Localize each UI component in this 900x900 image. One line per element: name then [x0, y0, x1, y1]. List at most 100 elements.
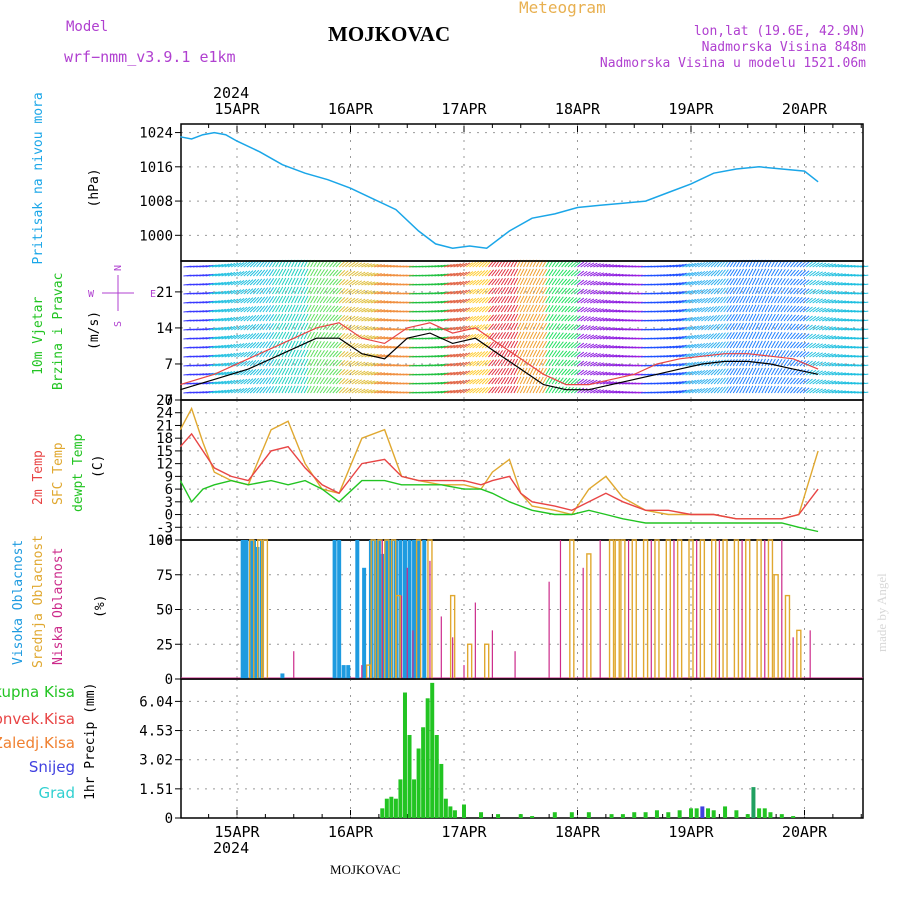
- wind-barb: [529, 322, 534, 331]
- wind-barb: [774, 331, 780, 340]
- wind-barb: [821, 361, 830, 367]
- precip-bar: [694, 808, 699, 818]
- wind-barb: [806, 279, 813, 286]
- wind-barb: [532, 322, 538, 331]
- wind-barb: [348, 387, 356, 394]
- wind-barb: [701, 288, 709, 295]
- wind-barb: [732, 286, 738, 295]
- wind-barb: [450, 371, 458, 376]
- wind-barb: [821, 289, 830, 295]
- wind-barb: [519, 331, 525, 340]
- wind-barb: [338, 297, 346, 304]
- wind-barb: [564, 296, 571, 304]
- wind-barb: [319, 368, 325, 376]
- wind-barb: [313, 304, 319, 313]
- wind-barb: [841, 264, 850, 268]
- wind-barb: [224, 281, 233, 286]
- wind-barb: [612, 354, 621, 358]
- wind-barb: [841, 309, 850, 313]
- precip-bar: [609, 814, 614, 818]
- wind-barb: [472, 360, 480, 367]
- wind-barb: [335, 359, 342, 367]
- wind-barb: [761, 286, 766, 295]
- wind-barb: [205, 273, 214, 277]
- wind-barb: [281, 295, 287, 304]
- wind-barb: [459, 388, 468, 394]
- wind-barb: [271, 286, 278, 295]
- wind-barb: [367, 299, 376, 304]
- wind-barb: [262, 368, 269, 376]
- wind-barb: [246, 288, 254, 295]
- wind-barb: [234, 271, 242, 277]
- wind-barb: [230, 352, 239, 358]
- wind-barb: [243, 351, 251, 358]
- wind-barb: [249, 360, 257, 367]
- wind-barb: [844, 264, 853, 268]
- wind-barb: [755, 385, 760, 394]
- wind-barb: [821, 325, 830, 331]
- cloud-bar-high: [384, 540, 389, 679]
- wind-barb: [825, 335, 833, 340]
- wind-barb: [275, 340, 281, 349]
- wind-barb: [497, 377, 503, 385]
- wind-barb: [745, 367, 751, 376]
- precip-bar: [416, 748, 421, 818]
- wind-barb: [663, 381, 672, 385]
- wind-barb: [818, 370, 827, 376]
- wind-barb: [297, 322, 302, 331]
- wind-barb: [532, 286, 538, 295]
- wind-barb: [500, 340, 506, 349]
- wind-barb: [246, 297, 254, 304]
- wind-barb: [755, 313, 760, 322]
- year-top: 2024: [213, 84, 250, 102]
- wind-barb: [713, 386, 720, 394]
- wind-barb: [332, 350, 339, 358]
- wind-barb: [281, 331, 287, 340]
- precip-bar: [620, 814, 625, 818]
- wind-barb: [532, 268, 538, 277]
- wind-barb: [507, 367, 513, 376]
- wind-barb: [377, 381, 386, 385]
- precip-bar: [569, 812, 574, 818]
- wind-barb: [726, 377, 732, 385]
- wind-barb: [351, 262, 359, 268]
- wind-barb: [688, 379, 697, 385]
- wind-barb: [783, 341, 790, 349]
- wind-barb: [564, 305, 571, 313]
- wind-barb: [484, 278, 492, 286]
- wind-barb: [577, 279, 585, 286]
- wind-barb: [688, 262, 697, 268]
- wind-barb: [532, 313, 538, 322]
- precip-legend-item: Zaledj.Kisa: [0, 734, 75, 752]
- wind-barb: [284, 304, 290, 313]
- wind-barb: [351, 370, 359, 376]
- wind-barb: [218, 290, 227, 295]
- wind-barb: [780, 287, 786, 295]
- wind-barb: [682, 344, 690, 349]
- wind-barb: [809, 324, 817, 331]
- wind-barb: [503, 376, 509, 385]
- wind-barb: [361, 280, 369, 286]
- wind-barb: [462, 316, 471, 322]
- wind-barb: [523, 268, 528, 277]
- wind-barb: [351, 388, 359, 394]
- wind-barb: [246, 360, 254, 367]
- wind-barb: [443, 282, 452, 286]
- wind-barb: [812, 262, 820, 268]
- wind-barb: [300, 304, 306, 313]
- wind-barb: [450, 281, 458, 286]
- wind-barb: [697, 270, 706, 277]
- wind-barb: [383, 264, 392, 268]
- wind-barb: [570, 342, 578, 349]
- wind-barb: [767, 286, 773, 295]
- wind-barb: [828, 380, 837, 385]
- wind-barb: [478, 306, 486, 313]
- wind-barb: [767, 295, 773, 304]
- wind-barb: [218, 308, 227, 313]
- wind-barb: [615, 318, 624, 322]
- wind-barb: [669, 345, 678, 349]
- wind-barb: [484, 287, 492, 295]
- wind-barb: [586, 280, 595, 286]
- wind-barb: [306, 376, 312, 385]
